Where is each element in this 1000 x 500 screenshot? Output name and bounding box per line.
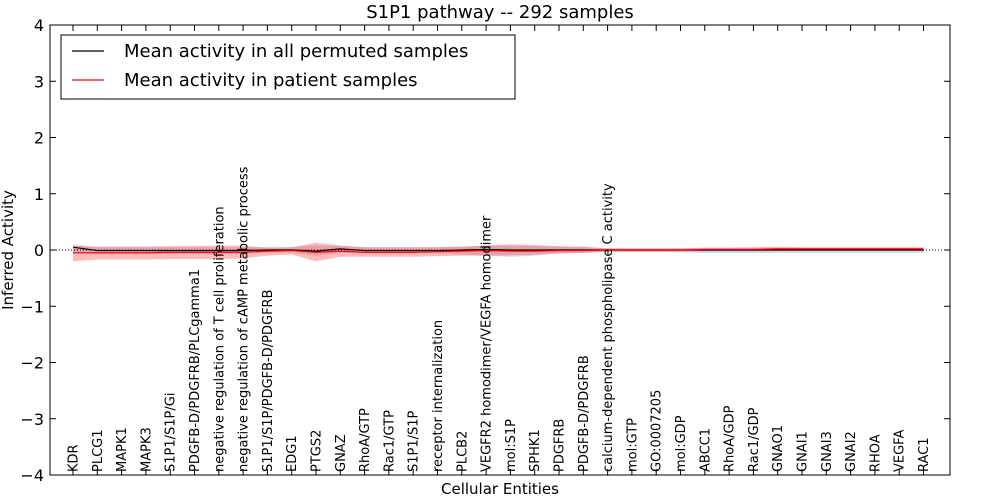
x-tick-label: PDGFB-D/PDGFRB/PLCgamma1 (188, 269, 203, 472)
x-tick-label: RAC1 (917, 437, 932, 472)
x-tick-label: GNAI3 (820, 431, 835, 472)
x-tick-label: GNAI2 (844, 431, 859, 472)
x-tick-label: receptor internalization (431, 320, 446, 472)
legend: Mean activity in all permuted samples Mea… (60, 34, 516, 100)
x-tick-label: SPHK1 (528, 429, 543, 472)
x-tick-label: S1P1/S1P (407, 410, 422, 472)
x-tick-label: ABCC1 (698, 428, 713, 472)
x-tick-label: PDGFRB (553, 419, 568, 472)
x-tick-label: GNAZ (334, 434, 349, 472)
x-axis-label: Cellular Entities (441, 480, 559, 498)
x-tick-label: MAPK1 (115, 427, 130, 472)
band-series-1 (73, 242, 924, 262)
x-tick-label: mol:S1P (504, 419, 519, 472)
y-tick-label: −1 (20, 297, 44, 316)
chart-title: S1P1 pathway -- 292 samples (366, 2, 634, 23)
legend-box (60, 34, 516, 100)
y-tick-label: 1 (34, 185, 44, 204)
x-tick-label: calcium-dependent phospholipase C activi… (601, 183, 616, 472)
x-tick-label: GNAO1 (771, 425, 786, 472)
x-tick-label: negative regulation of T cell proliferat… (212, 206, 227, 472)
y-tick-label: 4 (34, 16, 44, 35)
y-axis-label: Inferred Activity (0, 190, 17, 310)
x-tick-label: RhoA/GTP (358, 408, 373, 472)
legend-label-1: Mean activity in patient samples (124, 70, 418, 91)
x-tick-label: negative regulation of cAMP metabolic pr… (237, 166, 252, 472)
y-tick-label: 3 (34, 72, 44, 91)
y-tick-label: 0 (34, 241, 44, 260)
series-line-1 (73, 248, 924, 254)
legend-label-0: Mean activity in all permuted samples (124, 41, 468, 62)
x-tick-label: EDG1 (285, 435, 300, 472)
plot-area: −4 −3 −2 −1 0 1 2 3 4 KDR PLCG1 MAPK1 MAPK3 S1P1/S1P/… (20, 16, 951, 485)
x-tick-label: PLCB2 (455, 431, 470, 472)
x-tick-label: mol:GDP (674, 415, 689, 472)
series-line-0 (72, 246, 924, 252)
x-tick-label: PTGS2 (310, 430, 325, 472)
y-tick-label: −4 (20, 466, 44, 485)
x-tick-label: VEGFR2 homodimer/VEGFA homodimer (480, 215, 495, 472)
x-tick-label: GNAI1 (796, 431, 811, 472)
x-tick-label: RHOA (868, 434, 883, 472)
x-tick-label: GO:0007205 (650, 390, 665, 472)
x-tick-label: S1P1/S1P/Gi (164, 393, 179, 472)
x-tick-label: Rac1/GTP (382, 410, 397, 472)
y-tick-label: 2 (34, 129, 44, 148)
x-tick-label: PDGFB-D/PDGFRB (577, 355, 592, 472)
x-tick-label: KDR (67, 444, 82, 472)
y-tick-label: −2 (20, 354, 44, 373)
x-tick-label: RhoA/GDP (723, 405, 738, 472)
x-tick-label: Rac1/GDP (747, 407, 762, 472)
x-tick-label: VEGFA (893, 430, 908, 472)
x-tick-label: mol:GTP (625, 418, 640, 472)
x-tick-label: S1P1/S1P/PDGFB-D/PDGFRB (261, 289, 276, 472)
x-tick-label: MAPK3 (139, 427, 154, 472)
y-tick-label: −3 (20, 410, 44, 429)
x-tick-label: PLCG1 (91, 429, 106, 472)
